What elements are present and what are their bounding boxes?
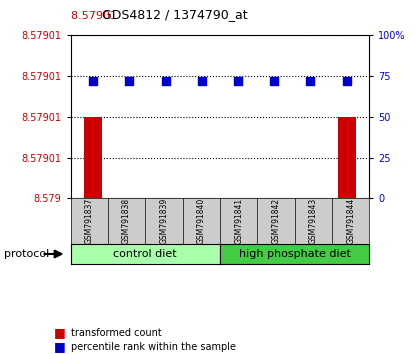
Text: control diet: control diet (113, 249, 177, 259)
Text: GSM791837: GSM791837 (85, 198, 94, 244)
Text: GDS4812 / 1374790_at: GDS4812 / 1374790_at (102, 8, 247, 21)
Text: ■: ■ (54, 326, 66, 339)
Bar (301, 198, 320, 354)
Point (90, 78, 97, 84)
Point (307, 78, 314, 84)
Bar (193, 198, 211, 354)
Text: transformed count: transformed count (71, 328, 161, 338)
Text: 8.57901: 8.57901 (71, 11, 120, 21)
Bar (229, 198, 247, 354)
Point (162, 78, 169, 84)
Text: percentile rank within the sample: percentile rank within the sample (71, 342, 236, 352)
Text: GSM791839: GSM791839 (159, 198, 168, 244)
Point (271, 78, 278, 84)
Text: high phosphate diet: high phosphate diet (239, 249, 351, 259)
Point (235, 78, 242, 84)
Bar (265, 198, 283, 354)
Text: GSM791842: GSM791842 (271, 198, 281, 244)
Point (198, 78, 205, 84)
Text: protocol: protocol (4, 249, 49, 259)
Point (343, 78, 350, 84)
Text: ■: ■ (54, 341, 66, 353)
Text: GSM791843: GSM791843 (309, 198, 318, 244)
Bar (84, 117, 102, 198)
Bar (156, 198, 175, 354)
Point (126, 78, 133, 84)
Text: GSM791841: GSM791841 (234, 198, 243, 244)
Text: GSM791840: GSM791840 (197, 198, 206, 244)
Text: GSM791838: GSM791838 (122, 198, 131, 244)
Bar (338, 117, 356, 198)
Text: GSM791844: GSM791844 (346, 198, 355, 244)
Bar (120, 198, 139, 354)
